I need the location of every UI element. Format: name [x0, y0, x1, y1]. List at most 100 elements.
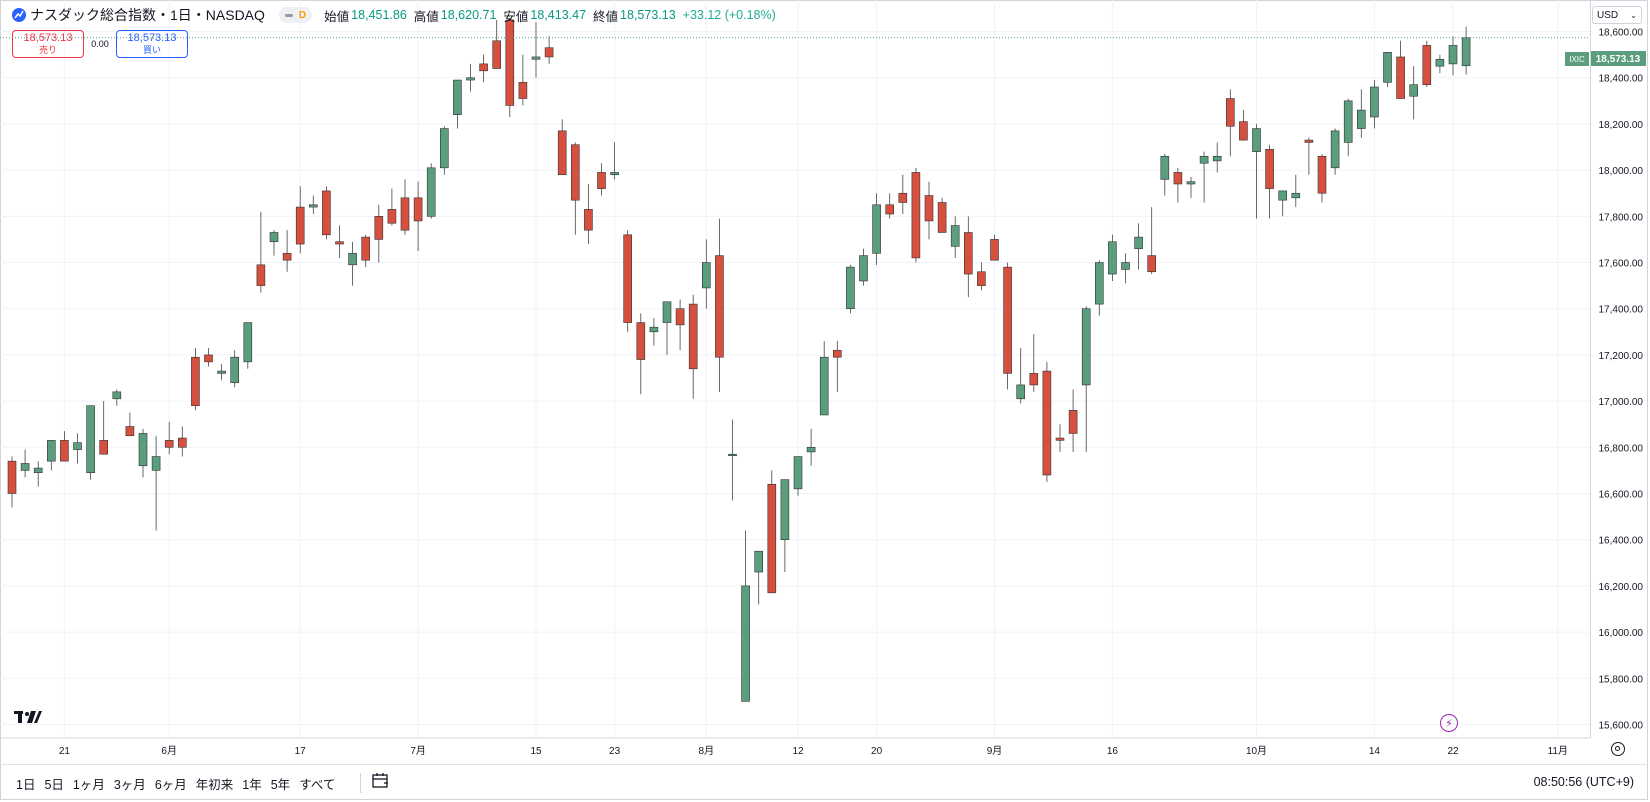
candle [492, 20, 502, 69]
candle [243, 322, 253, 369]
candle-body [518, 82, 528, 99]
price-tick-label: 15,800.00 [1599, 674, 1644, 685]
candle-body [1317, 155, 1327, 194]
time-tick-label: 21 [59, 746, 71, 757]
candle [335, 225, 344, 258]
candlestick-chart[interactable]: 15,600.00 15,800.00 16,000.00 16,200.00 16,4… [0, 0, 1650, 764]
candle-body [649, 326, 659, 333]
candle-body [505, 19, 515, 106]
calendar-icon[interactable] [372, 773, 390, 789]
time-tick-label: 11月 [1548, 745, 1568, 757]
currency-label: USD [1597, 9, 1619, 21]
buy-button[interactable]: 18,573.13 買い [116, 30, 188, 58]
candle [1108, 234, 1117, 281]
candle-body [230, 356, 239, 383]
symbol-title[interactable]: ナスダック総合指数・1日・NASDAQ [30, 7, 265, 23]
candle [649, 317, 659, 346]
candle [1252, 123, 1261, 219]
clock-timezone[interactable]: 08:50:56 (UTC+9) [1533, 775, 1634, 789]
range-5d-button[interactable]: 5日 [44, 778, 64, 792]
candle-body [60, 440, 69, 462]
range-1y-button[interactable]: 1年 [242, 778, 262, 792]
visibility-icon [284, 13, 293, 17]
time-tick-label: 7月 [410, 745, 426, 757]
range-all-button[interactable]: すべて [299, 778, 336, 792]
high-value: 18,620.71 [440, 8, 497, 22]
range-5y-button[interactable]: 5年 [270, 778, 291, 792]
candle [806, 428, 816, 466]
gear-icon[interactable] [1611, 742, 1625, 756]
candle-body [832, 349, 842, 358]
chevron-down-icon: ⌄ [1630, 10, 1637, 20]
session-pill[interactable]: D [278, 7, 313, 23]
candle [754, 550, 764, 605]
candle [1396, 40, 1405, 99]
candle-body [492, 40, 502, 69]
candle-body [1409, 84, 1418, 97]
candles [0, 17, 1590, 702]
candle [584, 183, 593, 245]
candle [1055, 424, 1065, 452]
candle [597, 163, 606, 196]
candle-body [453, 79, 462, 115]
candle [164, 421, 174, 455]
range-1d-button[interactable]: 1日 [16, 778, 36, 792]
candle [636, 313, 646, 395]
range-1m-button[interactable]: 1ヶ月 [72, 778, 105, 792]
range-6m-button[interactable]: 6ヶ月 [154, 778, 187, 792]
candle-body [73, 442, 82, 450]
candle [1435, 54, 1445, 74]
candle [308, 195, 318, 215]
candle [1068, 389, 1078, 452]
date-range-buttons: 1日 5日 1ヶ月 3ヶ月 6ヶ月 年初来 1年 5年 すべて [16, 774, 344, 793]
candle [531, 22, 541, 78]
candle-body [584, 209, 593, 231]
candle [1370, 80, 1379, 129]
candle [505, 17, 515, 118]
lightning-icon[interactable]: ⚡ [1440, 714, 1458, 732]
candle-body [977, 271, 986, 286]
time-tick-label: 14 [1369, 746, 1381, 757]
candle [387, 188, 397, 226]
tradingview-logo-icon[interactable] [14, 710, 42, 729]
time-tick-label: 16 [1107, 746, 1119, 757]
candle [400, 179, 410, 235]
sell-button[interactable]: 18,573.13 売り [12, 30, 84, 58]
candle [1239, 110, 1248, 141]
candle-body [426, 167, 436, 217]
candle [138, 428, 148, 478]
candle-body [1396, 56, 1405, 99]
candle [1199, 151, 1209, 203]
range-3m-button[interactable]: 3ヶ月 [113, 778, 146, 792]
candle-body [164, 440, 174, 448]
candle [846, 264, 855, 314]
range-ytd-button[interactable]: 年初来 [195, 778, 234, 792]
time-tick-label: 22 [1447, 746, 1459, 757]
candle-body [963, 232, 973, 275]
candle-body [1147, 255, 1156, 273]
candle-body [885, 204, 895, 215]
candle [73, 433, 82, 464]
candle-body [33, 467, 43, 473]
candle [1029, 334, 1039, 392]
price-axis[interactable] [1590, 0, 1649, 738]
candle-body [1239, 121, 1248, 141]
candle-body [793, 456, 803, 490]
currency-select[interactable]: USD ⌄ [1592, 6, 1642, 24]
candle-body [1265, 149, 1274, 189]
candle-body [7, 460, 17, 494]
time-tick-label: 8月 [699, 745, 715, 757]
candle [832, 341, 842, 392]
candle [7, 456, 17, 508]
price-tick-label: 16,600.00 [1599, 489, 1644, 500]
candle-body [374, 216, 384, 240]
candle [1160, 153, 1170, 196]
price-tick-label: 18,400.00 [1599, 74, 1644, 85]
candle-body [413, 197, 423, 222]
candle-body [1278, 190, 1287, 201]
candle-body [439, 128, 449, 169]
candle [295, 186, 305, 254]
candle [426, 163, 436, 219]
price-tick-label: 18,200.00 [1599, 120, 1644, 131]
